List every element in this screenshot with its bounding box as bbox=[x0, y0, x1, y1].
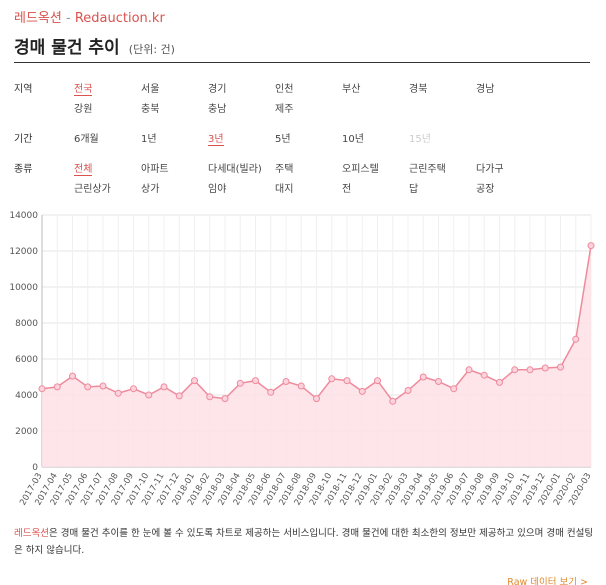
note-brand: 레드옥션 bbox=[14, 528, 49, 539]
data-point-30[interactable] bbox=[496, 378, 503, 386]
region-option-1[interactable]: 서울 bbox=[141, 84, 160, 95]
type-option-0[interactable]: 전체 bbox=[74, 164, 93, 176]
note-text: 은 경매 물건 추이를 한 눈에 볼 수 있도록 차트로 제공하는 서비스입니다… bbox=[14, 528, 594, 556]
data-point-15[interactable] bbox=[267, 388, 275, 396]
y-tick-label-0: 0 bbox=[32, 463, 38, 473]
data-point-1[interactable] bbox=[53, 383, 61, 391]
site-domain[interactable]: Redauction.kr bbox=[74, 11, 165, 26]
period-filter: 기간 6개월 1년 3년 5년 10년 15년 bbox=[14, 130, 594, 146]
data-point-10[interactable] bbox=[191, 377, 198, 385]
region-option-7[interactable]: 강원 bbox=[74, 104, 93, 115]
type-option-12[interactable]: 답 bbox=[409, 184, 419, 195]
period-option-0[interactable]: 6개월 bbox=[74, 134, 99, 145]
data-point-4[interactable] bbox=[99, 382, 107, 390]
unit-label: (단위: 건) bbox=[128, 43, 175, 56]
region-option-3[interactable]: 인천 bbox=[275, 84, 294, 95]
data-point-29[interactable] bbox=[480, 371, 488, 379]
type-option-10[interactable]: 대지 bbox=[275, 184, 294, 195]
data-point-0[interactable] bbox=[38, 385, 46, 393]
period-option-2[interactable]: 3년 bbox=[208, 134, 224, 146]
header-separator: - bbox=[65, 11, 71, 26]
data-point-8[interactable] bbox=[160, 383, 168, 391]
region-option-6[interactable]: 경남 bbox=[476, 84, 495, 95]
data-point-17[interactable] bbox=[297, 382, 305, 390]
data-point-28[interactable] bbox=[465, 366, 473, 374]
region-option-4[interactable]: 부산 bbox=[342, 84, 361, 95]
auction-trend-chart: 020004000600080001000012000140002017-032… bbox=[9, 211, 595, 507]
data-point-25[interactable] bbox=[419, 373, 427, 381]
service-note: 레드옥션은 경매 물건 추이를 한 눈에 볼 수 있도록 차트로 제공하는 서비… bbox=[14, 525, 594, 559]
data-point-23[interactable] bbox=[389, 397, 397, 405]
y-tick-label-5: 10000 bbox=[9, 283, 38, 293]
data-point-20[interactable] bbox=[343, 377, 351, 385]
y-tick-label-6: 12000 bbox=[9, 247, 38, 257]
type-option-8[interactable]: 상가 bbox=[141, 184, 160, 195]
y-tick-label-4: 8000 bbox=[15, 319, 38, 329]
data-point-36[interactable] bbox=[587, 242, 595, 250]
data-point-3[interactable] bbox=[84, 383, 92, 391]
type-option-11[interactable]: 전 bbox=[342, 184, 352, 195]
site-header: 레드옥션 - Redauction.kr bbox=[14, 7, 165, 26]
period-filter-label: 기간 bbox=[14, 134, 33, 145]
data-point-6[interactable] bbox=[130, 385, 137, 393]
data-point-2[interactable] bbox=[69, 372, 76, 380]
area-fill bbox=[42, 245, 591, 467]
region-option-5[interactable]: 경북 bbox=[409, 84, 428, 95]
period-option-3[interactable]: 5년 bbox=[275, 134, 291, 145]
period-option-1[interactable]: 1년 bbox=[141, 134, 157, 145]
data-point-9[interactable] bbox=[175, 392, 183, 400]
data-point-24[interactable] bbox=[404, 387, 412, 394]
data-point-7[interactable] bbox=[145, 391, 153, 399]
region-option-0[interactable]: 전국 bbox=[74, 84, 93, 96]
region-option-8[interactable]: 충북 bbox=[141, 104, 160, 115]
type-option-1[interactable]: 아파트 bbox=[141, 164, 169, 175]
raw-data-link[interactable]: Raw 데이터 보기 > bbox=[507, 577, 588, 585]
data-point-19[interactable] bbox=[328, 375, 336, 383]
data-points bbox=[38, 242, 595, 405]
period-option-4[interactable]: 10년 bbox=[342, 134, 364, 145]
data-point-14[interactable] bbox=[252, 377, 259, 385]
y-tick-label-3: 6000 bbox=[15, 355, 38, 365]
data-point-35[interactable] bbox=[572, 335, 580, 343]
type-option-6[interactable]: 다가구 bbox=[476, 164, 504, 175]
region-option-9[interactable]: 충남 bbox=[208, 104, 227, 115]
page-title: 경매 물건 추이 bbox=[14, 38, 120, 58]
data-point-32[interactable] bbox=[526, 366, 534, 374]
data-point-13[interactable] bbox=[236, 379, 244, 387]
region-option-10[interactable]: 제주 bbox=[275, 104, 294, 115]
type-option-13[interactable]: 공장 bbox=[476, 184, 495, 195]
type-option-9[interactable]: 임야 bbox=[208, 184, 227, 195]
type-option-2[interactable]: 다세대(빌라) bbox=[208, 164, 262, 175]
data-point-34[interactable] bbox=[557, 363, 564, 371]
data-point-31[interactable] bbox=[511, 366, 519, 374]
type-option-4[interactable]: 오피스텔 bbox=[342, 164, 379, 175]
site-name[interactable]: 레드옥션 bbox=[14, 11, 62, 26]
data-point-11[interactable] bbox=[206, 393, 214, 401]
data-point-33[interactable] bbox=[541, 364, 549, 372]
data-point-26[interactable] bbox=[435, 378, 442, 385]
type-option-7[interactable]: 근린상가 bbox=[74, 184, 111, 195]
type-filter-label: 종류 bbox=[14, 164, 33, 175]
data-point-22[interactable] bbox=[374, 377, 381, 385]
y-tick-label-2: 4000 bbox=[15, 391, 38, 401]
data-point-27[interactable] bbox=[450, 385, 458, 393]
y-tick-label-1: 2000 bbox=[15, 427, 38, 437]
data-point-18[interactable] bbox=[313, 395, 320, 403]
type-option-3[interactable]: 주택 bbox=[275, 164, 294, 175]
data-point-21[interactable] bbox=[358, 387, 366, 395]
period-option-5: 15년 bbox=[409, 134, 431, 145]
data-point-16[interactable] bbox=[282, 378, 290, 385]
type-option-5[interactable]: 근린주택 bbox=[409, 164, 446, 175]
region-filter-label: 지역 bbox=[14, 84, 33, 95]
title-row: 경매 물건 추이 (단위: 건) bbox=[14, 33, 590, 63]
data-point-5[interactable] bbox=[114, 389, 122, 397]
data-point-12[interactable] bbox=[221, 395, 229, 403]
region-option-2[interactable]: 경기 bbox=[208, 84, 227, 95]
y-tick-label-7: 14000 bbox=[9, 211, 38, 221]
